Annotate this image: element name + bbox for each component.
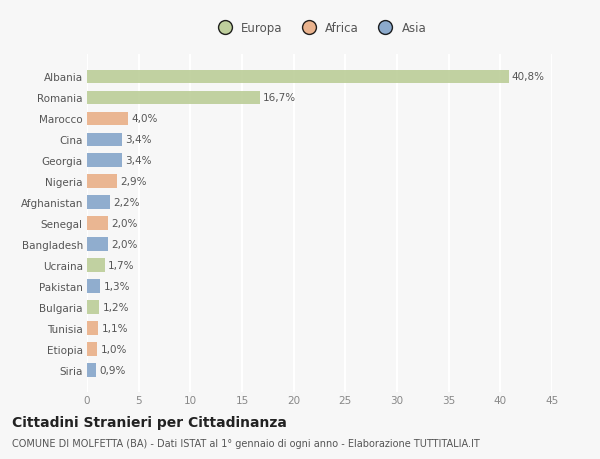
Bar <box>87 70 509 84</box>
Text: 3,4%: 3,4% <box>125 135 152 145</box>
Text: 0,9%: 0,9% <box>100 365 126 375</box>
Text: 1,7%: 1,7% <box>107 261 134 271</box>
Bar <box>87 91 260 105</box>
Text: 3,4%: 3,4% <box>125 156 152 166</box>
Text: Cittadini Stranieri per Cittadinanza: Cittadini Stranieri per Cittadinanza <box>12 415 287 429</box>
Bar <box>87 154 122 168</box>
Text: 1,1%: 1,1% <box>101 324 128 333</box>
Text: 4,0%: 4,0% <box>131 114 158 124</box>
Text: 2,9%: 2,9% <box>120 177 146 187</box>
Bar <box>87 133 122 147</box>
Text: 2,2%: 2,2% <box>113 198 139 208</box>
Bar <box>87 217 107 230</box>
Bar <box>87 301 100 314</box>
Bar <box>87 259 104 273</box>
Bar <box>87 175 117 189</box>
Legend: Europa, Africa, Asia: Europa, Africa, Asia <box>208 17 431 39</box>
Text: 2,0%: 2,0% <box>111 240 137 250</box>
Text: 1,3%: 1,3% <box>104 281 130 291</box>
Bar <box>87 364 96 377</box>
Text: 16,7%: 16,7% <box>263 93 296 103</box>
Text: 2,0%: 2,0% <box>111 219 137 229</box>
Text: 1,0%: 1,0% <box>100 344 127 354</box>
Bar <box>87 280 100 293</box>
Bar <box>87 112 128 126</box>
Text: COMUNE DI MOLFETTA (BA) - Dati ISTAT al 1° gennaio di ogni anno - Elaborazione T: COMUNE DI MOLFETTA (BA) - Dati ISTAT al … <box>12 438 480 448</box>
Text: 40,8%: 40,8% <box>512 72 545 82</box>
Bar <box>87 196 110 210</box>
Bar <box>87 238 107 252</box>
Bar <box>87 342 97 356</box>
Bar <box>87 322 98 335</box>
Text: 1,2%: 1,2% <box>103 302 129 313</box>
